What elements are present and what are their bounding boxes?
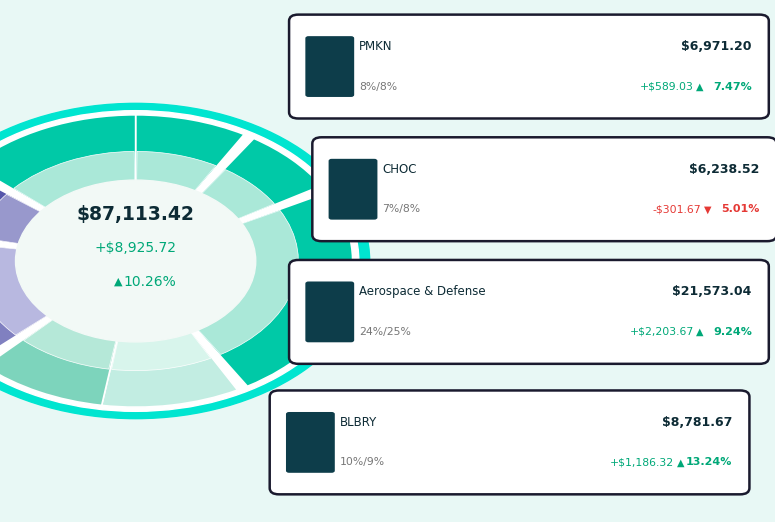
Text: $6,971.20: $6,971.20 <box>681 40 752 53</box>
Text: Aerospace & Defense: Aerospace & Defense <box>359 286 485 298</box>
Text: +$2,203.67: +$2,203.67 <box>629 327 694 337</box>
Text: PMKN: PMKN <box>359 40 392 53</box>
Text: ▲: ▲ <box>677 457 684 468</box>
Text: +$589.03: +$589.03 <box>639 81 694 92</box>
Text: $6,238.52: $6,238.52 <box>689 163 760 175</box>
Text: $87,113.42: $87,113.42 <box>77 205 195 223</box>
Circle shape <box>16 180 256 342</box>
Wedge shape <box>136 170 274 261</box>
FancyBboxPatch shape <box>305 36 354 97</box>
FancyBboxPatch shape <box>289 15 769 118</box>
FancyBboxPatch shape <box>312 137 775 241</box>
Wedge shape <box>112 261 211 371</box>
Text: 5.01%: 5.01% <box>721 204 760 215</box>
Wedge shape <box>0 245 136 335</box>
Text: $8,781.67: $8,781.67 <box>662 416 732 429</box>
Wedge shape <box>136 193 353 386</box>
Wedge shape <box>14 151 136 261</box>
FancyBboxPatch shape <box>289 260 769 364</box>
Wedge shape <box>102 261 237 407</box>
Wedge shape <box>0 115 136 261</box>
Text: ▲: ▲ <box>115 277 122 287</box>
Wedge shape <box>136 115 244 261</box>
Text: ▲: ▲ <box>696 327 704 337</box>
Wedge shape <box>136 138 322 261</box>
Wedge shape <box>0 238 136 361</box>
Text: ▲: ▲ <box>696 81 704 92</box>
Text: 8%/8%: 8%/8% <box>359 81 397 92</box>
Text: +$1,186.32: +$1,186.32 <box>610 457 674 468</box>
Text: 24%/25%: 24%/25% <box>359 327 411 337</box>
Wedge shape <box>0 261 136 406</box>
Text: 7.47%: 7.47% <box>713 81 752 92</box>
Wedge shape <box>136 210 298 354</box>
Text: 13.24%: 13.24% <box>686 457 732 468</box>
Circle shape <box>0 103 370 419</box>
Text: +$8,925.72: +$8,925.72 <box>95 241 177 255</box>
Text: -$301.67: -$301.67 <box>653 204 701 215</box>
Text: CHOC: CHOC <box>382 163 417 175</box>
Circle shape <box>0 111 359 411</box>
FancyBboxPatch shape <box>270 390 749 494</box>
Text: 10%/9%: 10%/9% <box>339 457 384 468</box>
FancyBboxPatch shape <box>286 412 335 473</box>
FancyBboxPatch shape <box>329 159 377 220</box>
Text: BLBRY: BLBRY <box>339 416 377 429</box>
FancyBboxPatch shape <box>305 281 354 342</box>
Text: $21,573.04: $21,573.04 <box>673 286 752 298</box>
Wedge shape <box>0 171 136 261</box>
Text: 10.26%: 10.26% <box>123 275 176 289</box>
Text: ▼: ▼ <box>704 204 711 215</box>
Text: 9.24%: 9.24% <box>713 327 752 337</box>
Text: 7%/8%: 7%/8% <box>382 204 420 215</box>
Wedge shape <box>23 261 136 369</box>
Wedge shape <box>136 151 215 261</box>
Wedge shape <box>0 194 136 261</box>
